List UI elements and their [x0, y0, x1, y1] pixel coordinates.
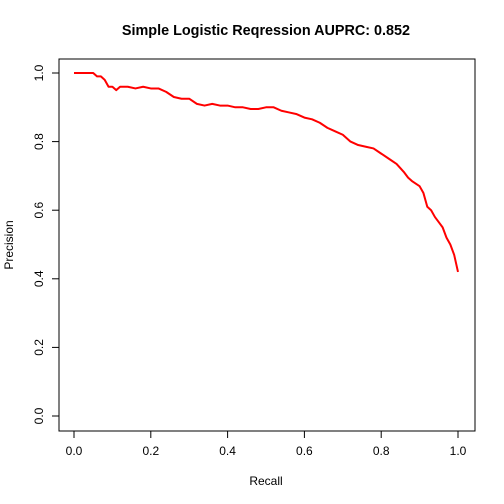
x-tick-label: 0.0 — [66, 444, 83, 458]
y-tick-label: 0.8 — [32, 133, 46, 150]
x-tick-label: 0.2 — [142, 444, 159, 458]
x-tick-label: 0.6 — [296, 444, 313, 458]
y-tick-label: 0.4 — [32, 270, 46, 287]
x-axis: 0.0 0.2 0.4 0.6 0.8 1.0 — [66, 430, 467, 458]
x-axis-label: Recall — [249, 474, 282, 488]
x-tick-label: 1.0 — [450, 444, 467, 458]
y-axis: 0.0 0.2 0.4 0.6 0.8 1.0 — [32, 64, 60, 424]
y-tick-label: 1.0 — [32, 64, 46, 81]
chart-title: Simple Logistic Reqression AUPRC: 0.852 — [122, 23, 410, 39]
y-tick-label: 0.6 — [32, 202, 46, 219]
y-tick-label: 0.2 — [32, 339, 46, 356]
plot-frame — [58, 58, 476, 432]
y-tick-label: 0.0 — [32, 407, 46, 424]
x-tick-label: 0.4 — [219, 444, 236, 458]
y-axis-label: Precision — [2, 220, 16, 269]
precision-recall-curve — [74, 72, 459, 273]
x-tick-label: 0.8 — [373, 444, 390, 458]
series-layer — [74, 72, 459, 273]
